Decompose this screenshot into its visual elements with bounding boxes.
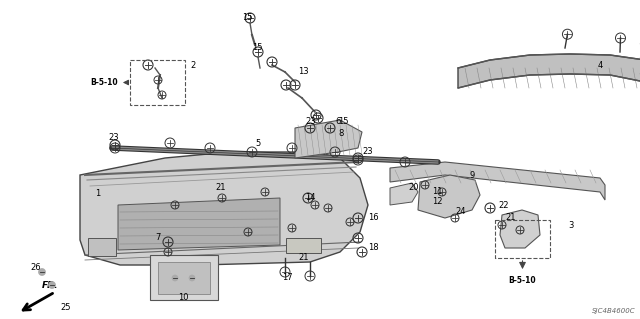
Text: 19: 19	[638, 43, 640, 53]
Text: 22: 22	[498, 201, 509, 210]
Text: 23: 23	[305, 117, 316, 127]
Text: 5: 5	[255, 138, 260, 147]
Text: 8: 8	[338, 129, 344, 137]
Text: 15: 15	[252, 43, 262, 53]
Text: 17: 17	[282, 273, 292, 283]
Text: 15: 15	[338, 117, 349, 127]
Text: 16: 16	[368, 213, 379, 222]
Bar	[130, 60, 185, 105]
Text: 24: 24	[455, 207, 465, 217]
Text: 19: 19	[638, 57, 640, 66]
Polygon shape	[390, 183, 418, 205]
Text: 23: 23	[362, 147, 372, 157]
Text: 7: 7	[155, 234, 161, 242]
Bar	[286, 238, 321, 253]
Text: 13: 13	[298, 68, 308, 77]
Bar	[495, 220, 550, 258]
Polygon shape	[390, 162, 605, 200]
Text: 6: 6	[335, 117, 340, 127]
Text: 2: 2	[190, 61, 195, 70]
Text: 4: 4	[598, 61, 604, 70]
Text: 26: 26	[30, 263, 40, 272]
Text: 23: 23	[108, 133, 118, 143]
Polygon shape	[295, 120, 362, 158]
Circle shape	[172, 275, 178, 281]
Bar	[150, 255, 218, 300]
Bar	[88, 238, 116, 256]
Polygon shape	[80, 152, 368, 265]
Text: B-5-10: B-5-10	[509, 276, 536, 285]
Text: B-5-10: B-5-10	[90, 78, 118, 87]
Text: 9: 9	[470, 170, 476, 180]
Polygon shape	[500, 210, 540, 248]
Bar	[158, 262, 210, 294]
Text: 21: 21	[298, 254, 308, 263]
Text: 19: 19	[638, 73, 640, 83]
Text: 14: 14	[305, 194, 316, 203]
Text: 11: 11	[432, 188, 442, 197]
Polygon shape	[458, 54, 640, 90]
Polygon shape	[118, 198, 280, 250]
Text: 21: 21	[505, 213, 515, 222]
Text: FR.: FR.	[42, 281, 58, 290]
Text: 12: 12	[432, 197, 442, 206]
Circle shape	[49, 281, 56, 288]
Text: 15: 15	[242, 13, 253, 23]
Text: 25: 25	[60, 303, 70, 313]
Text: 21: 21	[215, 183, 225, 192]
Circle shape	[38, 269, 45, 276]
Text: 10: 10	[178, 293, 189, 302]
Text: 1: 1	[95, 189, 100, 197]
Text: SJC4B4600C: SJC4B4600C	[593, 308, 636, 314]
Text: 18: 18	[368, 243, 379, 253]
Text: 3: 3	[568, 220, 573, 229]
Polygon shape	[418, 175, 480, 218]
Text: 20: 20	[408, 183, 419, 192]
Circle shape	[189, 275, 195, 281]
